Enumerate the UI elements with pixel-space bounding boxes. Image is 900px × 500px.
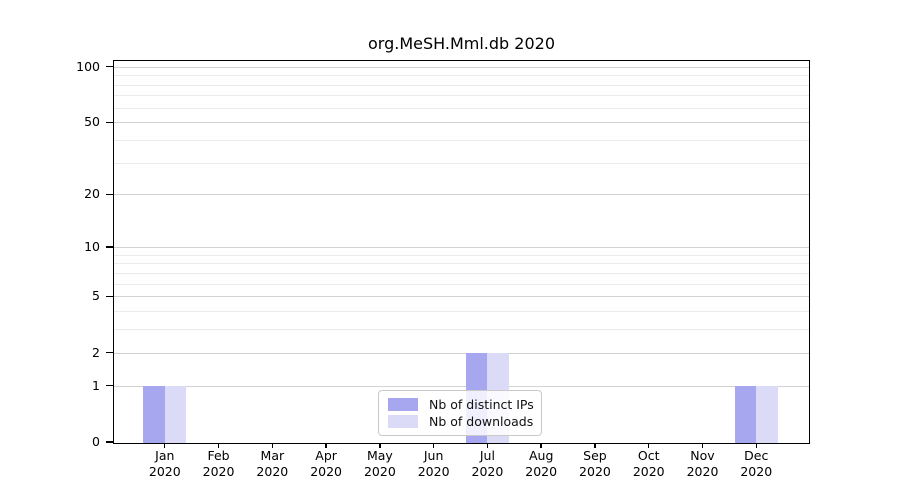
y-tick-mark xyxy=(105,193,113,196)
legend: Nb of distinct IPs Nb of downloads xyxy=(378,390,542,436)
gridline-major xyxy=(114,352,809,354)
x-tick-label-jul: Jul 2020 xyxy=(471,448,504,479)
gridline-minor xyxy=(114,311,809,313)
y-tick-label: 2 xyxy=(92,344,100,360)
x-tick-label-nov: Nov 2020 xyxy=(686,448,719,479)
x-tick-mark xyxy=(648,443,650,448)
y-tick-mark xyxy=(105,351,113,354)
x-tick-label-dec: Dec 2020 xyxy=(740,448,773,479)
y-tick-mark xyxy=(105,441,113,443)
gridline-minor xyxy=(114,95,809,97)
x-tick-label-apr: Apr 2020 xyxy=(310,448,343,479)
x-tick-label-may: May 2020 xyxy=(363,448,396,479)
legend-label: Nb of distinct IPs xyxy=(429,397,534,412)
gridline-major xyxy=(114,66,809,68)
gridline-minor xyxy=(114,107,809,109)
x-tick-mark xyxy=(379,443,381,448)
y-tick-label: 10 xyxy=(84,239,100,255)
chart-title: org.MeSH.Mml.db 2020 xyxy=(367,34,555,53)
gridline-minor xyxy=(114,283,809,285)
x-tick-label-feb: Feb 2020 xyxy=(202,448,235,479)
y-tick-label: 100 xyxy=(76,58,100,74)
plot-area: 0 1 2 5 10 20 50 100 Jan 2020 Feb 2020 Mar 2020 Apr 202… xyxy=(76,59,810,479)
y-tick-mark xyxy=(105,66,113,68)
x-tick-label-aug: Aug 2020 xyxy=(525,448,558,479)
y-tick-label: 5 xyxy=(92,288,100,304)
gridline-minor xyxy=(114,162,809,164)
gridline-major xyxy=(114,385,809,387)
y-tick-label: 1 xyxy=(92,377,100,393)
gridline-major xyxy=(114,122,809,124)
gridline-major xyxy=(114,247,809,249)
gridline-minor xyxy=(114,329,809,331)
gridline-minor xyxy=(114,272,809,274)
x-tick-label-oct: Oct 2020 xyxy=(632,448,665,479)
gridline-minor xyxy=(114,254,809,256)
x-tick-mark xyxy=(540,443,542,448)
legend-item: Nb of downloads xyxy=(388,414,534,429)
gridline-minor xyxy=(114,84,809,86)
x-tick-label-jan: Jan 2020 xyxy=(148,448,181,479)
y-tick-mark xyxy=(105,121,113,124)
bar-nb-of-distinct-ips-dec xyxy=(734,385,757,443)
y-tick-mark xyxy=(105,295,113,298)
legend-swatch xyxy=(388,398,418,411)
x-tick-mark xyxy=(271,443,274,448)
y-tick-mark xyxy=(105,246,113,248)
x-tick-label-mar: Mar 2020 xyxy=(256,448,289,479)
legend-item: Nb of distinct IPs xyxy=(388,397,534,412)
y-tick-label: 20 xyxy=(84,186,100,202)
x-tick-mark xyxy=(432,443,435,448)
gridline-minor xyxy=(114,75,809,77)
x-tick-mark xyxy=(325,443,327,448)
x-tick-mark xyxy=(217,443,220,448)
legend-label: Nb of downloads xyxy=(429,414,534,429)
y-tick-label: 50 xyxy=(84,114,100,130)
y-tick-mark xyxy=(105,384,113,387)
gridline-major xyxy=(114,296,809,298)
gridline-minor xyxy=(114,263,809,265)
bar-nb-of-downloads-dec xyxy=(756,385,778,443)
x-tick-mark xyxy=(594,443,596,448)
x-tick-mark xyxy=(486,443,489,448)
x-tick-mark xyxy=(755,443,757,448)
x-tick-label-jun: Jun 2020 xyxy=(417,448,450,479)
x-tick-label-sep: Sep 2020 xyxy=(579,448,611,479)
x-tick-mark xyxy=(164,443,166,448)
legend-swatch xyxy=(388,415,418,428)
y-tick-label: 0 xyxy=(92,434,100,449)
x-tick-mark xyxy=(701,443,704,448)
bar-nb-of-downloads-jan xyxy=(164,385,187,443)
bar-nb-of-distinct-ips-jan xyxy=(143,385,165,443)
gridline-major xyxy=(114,194,809,196)
gridline-minor xyxy=(114,140,809,142)
